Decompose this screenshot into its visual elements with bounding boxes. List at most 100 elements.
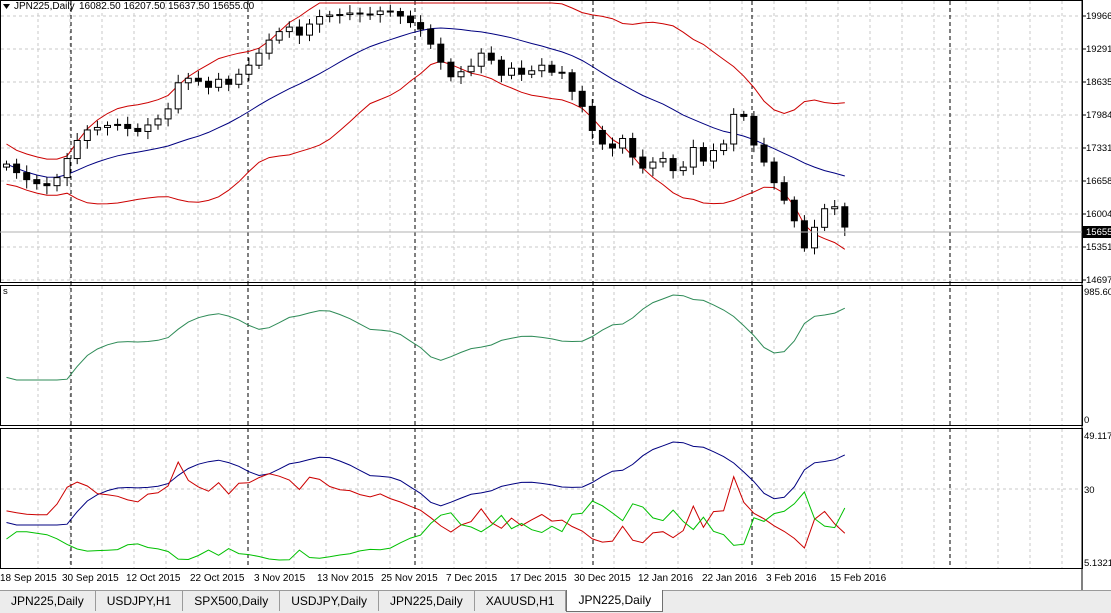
candle-body (346, 12, 354, 16)
grid-lines (1, 1, 1081, 568)
date-label: 3 Nov 2015 (254, 573, 306, 584)
candle-body (407, 15, 414, 24)
candle-body (386, 10, 394, 13)
candle-body (841, 206, 849, 228)
price-tick: 15351 (1086, 242, 1111, 253)
candle-body (154, 118, 162, 126)
candle-body (548, 64, 556, 73)
date-label: 25 Nov 2015 (381, 573, 438, 584)
price-scale: 19966 19291 18635 17984 17331 16658 1600… (1082, 11, 1111, 286)
date-label: 13 Nov 2015 (317, 573, 374, 584)
indicator1-label: s (3, 286, 8, 297)
candle-body (730, 113, 738, 145)
candle-body (73, 139, 81, 160)
indicator1-scale: 985.60 0 (1084, 287, 1111, 426)
candle-body (821, 208, 829, 228)
chart-symbol: JPN225,Daily (14, 1, 75, 12)
candle-body (720, 143, 728, 152)
candle-body (376, 10, 384, 16)
candle-body (467, 65, 475, 73)
date-label: 30 Sep 2015 (62, 573, 119, 584)
candle-body (316, 16, 324, 25)
indicator-panel-2[interactable] (0, 428, 1083, 569)
candle-body (205, 80, 212, 88)
candle-body (497, 59, 505, 76)
candle-body (144, 124, 152, 132)
price-tick: 19966 (1086, 11, 1111, 22)
chart-area[interactable]: JPN225,Daily 16082.50 16207.50 15637.50 … (0, 0, 1111, 590)
candle-body (689, 147, 697, 168)
date-label: 22 Oct 2015 (190, 573, 245, 584)
candle-body (255, 52, 263, 66)
chart-tab[interactable]: USDJPY,H1 (96, 591, 184, 611)
candle-body (538, 64, 546, 72)
indicator2-tick-min: 5.1321 (1084, 558, 1111, 569)
candle-body (33, 179, 41, 185)
candle-body (528, 70, 536, 75)
price-tick: 17984 (1086, 110, 1111, 121)
candle-body (265, 39, 273, 54)
candle-body (598, 129, 606, 145)
date-axis: 18 Sep 2015 30 Sep 2015 12 Oct 2015 22 O… (0, 573, 887, 584)
date-label: 15 Feb 2016 (830, 573, 887, 584)
candle-body (285, 26, 293, 33)
date-label: 12 Oct 2015 (126, 573, 181, 584)
current-price-label: 15655 (1086, 227, 1111, 238)
date-label: 17 Dec 2015 (510, 573, 567, 584)
indicator2-tick-mid: 30 (1084, 485, 1095, 496)
candle-body (336, 14, 344, 17)
candle-body (306, 23, 313, 36)
candle-body (508, 67, 515, 76)
candle-body (184, 77, 192, 84)
indicator1-line (6, 294, 846, 381)
date-label: 22 Jan 2016 (702, 573, 757, 584)
price-tick: 16004 (1086, 209, 1111, 220)
chart-tab[interactable]: XAUUSD,H1 (475, 591, 567, 611)
chart-tab[interactable]: USDJPY,Daily (280, 591, 380, 611)
candle-body (43, 183, 51, 187)
candle-body (104, 124, 111, 128)
candle-body (679, 166, 687, 172)
candle-body (225, 78, 233, 85)
candle-body (790, 199, 798, 222)
candle-body (518, 67, 526, 75)
candle-body (437, 43, 445, 63)
candle-body (114, 123, 122, 126)
candle-body (669, 158, 677, 172)
chart-tab[interactable]: JPN225,Daily (566, 590, 664, 612)
candle-body (649, 161, 657, 169)
bollinger-bands (6, 2, 846, 250)
candle-body (578, 90, 586, 107)
candle-body (63, 158, 71, 179)
candle-body (366, 13, 374, 16)
chart-tab[interactable]: JPN225,Daily (379, 591, 475, 611)
candle-body (609, 143, 616, 149)
date-label: 12 Jan 2016 (638, 573, 693, 584)
candle-body (124, 123, 132, 129)
chart-tab[interactable]: JPN225,Daily (0, 591, 96, 611)
indicator-panel-1[interactable] (0, 285, 1083, 426)
candlestick-series (3, 4, 849, 255)
candle-body (235, 73, 243, 85)
candle-body (134, 127, 142, 132)
candle-body (831, 206, 839, 210)
chart-tab[interactable]: SPX500,Daily (183, 591, 281, 611)
candle-body (477, 52, 485, 67)
candle-body (53, 177, 61, 187)
candle-body (3, 163, 10, 168)
period-separators (70, 1, 951, 568)
date-label: 7 Dec 2015 (446, 573, 498, 584)
chart-menu-icon[interactable] (3, 4, 10, 9)
middle-band-line (6, 27, 845, 178)
main-price-panel[interactable] (0, 0, 1083, 283)
indicator2-green-line (6, 491, 846, 561)
candle-body (326, 14, 334, 18)
candle-body (780, 182, 788, 201)
current-price-badge (1083, 226, 1111, 238)
candle-body (619, 137, 627, 149)
candle-body (447, 61, 455, 78)
price-tick: 19291 (1086, 44, 1111, 55)
candle-body (770, 161, 778, 184)
indicator2-red-line (6, 460, 846, 549)
date-label: 18 Sep 2015 (0, 573, 57, 584)
